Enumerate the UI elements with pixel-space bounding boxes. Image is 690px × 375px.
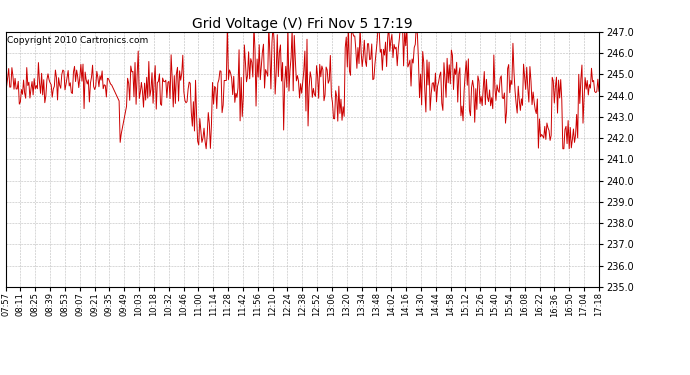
Title: Grid Voltage (V) Fri Nov 5 17:19: Grid Voltage (V) Fri Nov 5 17:19 (192, 17, 413, 31)
Text: Copyright 2010 Cartronics.com: Copyright 2010 Cartronics.com (8, 36, 148, 45)
